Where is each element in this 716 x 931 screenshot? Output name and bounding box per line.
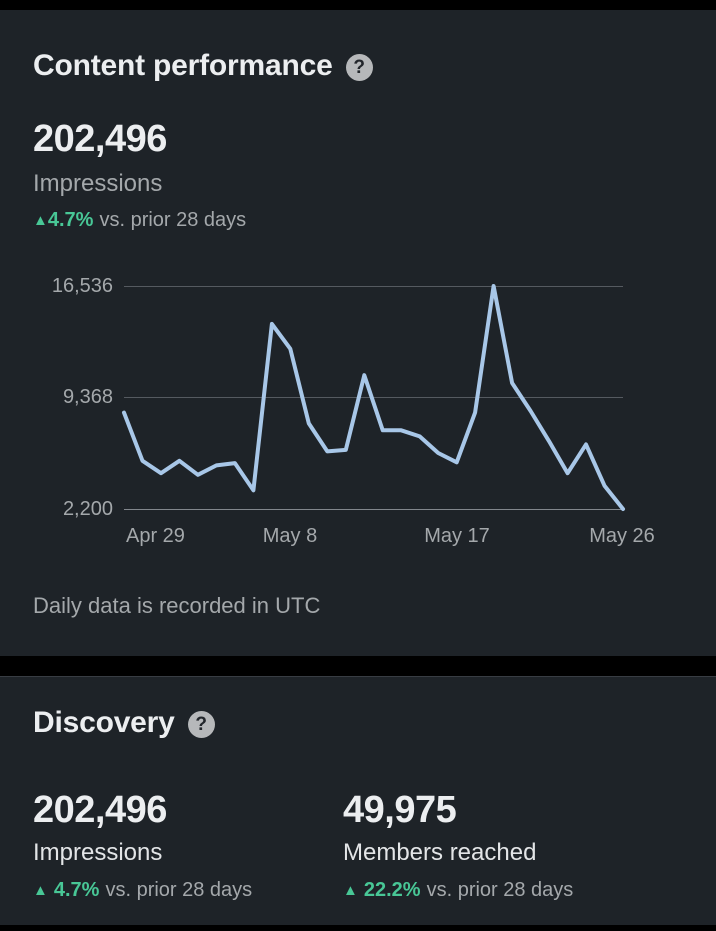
impressions-summary: 202,496 Impressions ▲4.7% vs. prior 28 da… — [33, 116, 246, 234]
impressions-change: ▲4.7% vs. prior 28 days — [33, 207, 246, 234]
content-performance-title-text: Content performance — [33, 49, 333, 82]
help-icon[interactable]: ? — [187, 711, 215, 738]
change-value: 4.7% — [47, 209, 94, 231]
stat-change-value: 4.7% — [53, 879, 100, 901]
stat-value: 49,975 — [343, 789, 457, 831]
top-black-bar — [0, 0, 716, 10]
x-axis-label-may8: May 8 — [262, 525, 318, 547]
up-arrow-icon: ▲ — [33, 212, 48, 229]
content-performance-card: Content performance? 202,496 Impressions… — [0, 10, 716, 656]
x-axis-label-may26: May 26 — [589, 525, 655, 547]
stat-label: Impressions — [33, 839, 163, 866]
discovery-members-reached-stat: 49,975 Members reached ▲ 22.2% vs. prior 2… — [343, 787, 573, 904]
bottom-black-bar — [0, 925, 716, 931]
impressions-line-chart-svg[interactable] — [122, 284, 625, 511]
y-axis-label-top: 16,536 — [51, 275, 113, 297]
utc-footnote: Daily data is recorded in UTC — [33, 593, 321, 618]
gridline-bottom — [124, 509, 623, 510]
stat-label: Members reached — [343, 839, 537, 866]
up-arrow-icon: ▲ — [33, 882, 48, 899]
stat-change-suffix: vs. prior 28 days — [105, 879, 253, 901]
discovery-title: Discovery? — [33, 703, 215, 743]
y-axis-label-middle: 9,368 — [62, 386, 113, 408]
impressions-chart[interactable]: 16,536 9,368 2,200 Apr 29 May 8 May 17 M… — [0, 276, 716, 561]
y-axis-label-bottom: 2,200 — [62, 498, 113, 520]
stat-change: ▲ 4.7% vs. prior 28 days — [33, 877, 252, 904]
up-arrow-icon: ▲ — [343, 882, 358, 899]
gridline-top — [124, 286, 623, 287]
content-performance-title: Content performance? — [33, 46, 373, 86]
discovery-title-text: Discovery — [33, 706, 175, 739]
impressions-line — [122, 284, 625, 511]
x-axis-label-may17: May 17 — [424, 525, 490, 547]
help-icon[interactable]: ? — [345, 54, 373, 81]
stat-change-value: 22.2% — [363, 879, 421, 901]
stat-change-suffix: vs. prior 28 days — [426, 879, 574, 901]
x-axis-label-apr29: Apr 29 — [126, 525, 185, 547]
impressions-label: Impressions — [33, 170, 163, 197]
discovery-impressions-stat: 202,496 Impressions ▲ 4.7% vs. prior 28 da… — [33, 787, 252, 904]
impressions-value: 202,496 — [33, 118, 167, 160]
stat-change: ▲ 22.2% vs. prior 28 days — [343, 877, 573, 904]
stat-value: 202,496 — [33, 789, 167, 831]
discovery-card: Discovery? 202,496 Impressions ▲ 4.7% vs. … — [0, 676, 716, 925]
change-suffix: vs. prior 28 days — [99, 209, 247, 231]
